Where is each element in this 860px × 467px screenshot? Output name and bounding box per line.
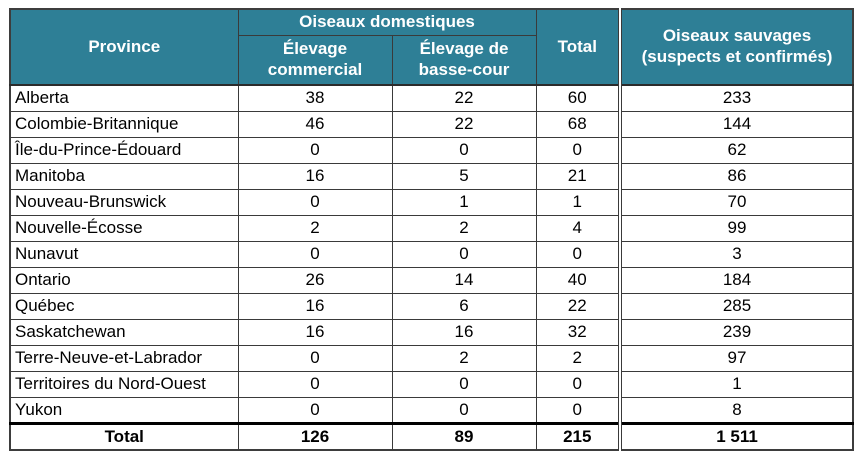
commercial-count: 16 [237,318,393,346]
table-row-terre-neuve-et-labrador: Terre-Neuve-et-Labrador 0 2 2 97 [9,344,854,372]
backyard-count: 2 [391,214,537,242]
backyard-count: 22 [391,84,537,112]
table-row-territoires-du-nord-ouest: Territoires du Nord-Ouest 0 0 0 1 [9,370,854,398]
table-header: Province Oiseaux domestiques Total Oisea… [9,8,854,86]
total-wild-count: 1 511 [618,421,854,451]
wild-count: 144 [618,110,854,138]
province-name: Saskatchewan [9,318,239,346]
backyard-count: 5 [391,162,537,190]
backyard-count: 0 [391,396,537,424]
backyard-count: 6 [391,292,537,320]
commercial-count: 0 [237,188,393,216]
wild-count: 62 [618,136,854,164]
total-count: 2 [535,344,621,372]
province-name: Terre-Neuve-et-Labrador [9,344,239,372]
avian-influenza-province-table: Province Oiseaux domestiques Total Oisea… [9,8,855,452]
total-count: 22 [535,292,621,320]
wild-count: 8 [618,396,854,424]
backyard-count: 22 [391,110,537,138]
backyard-count: 0 [391,136,537,164]
commercial-count: 0 [237,240,393,268]
table-body: Alberta 38 22 60 233 Colombie-Britanniqu… [9,84,854,424]
total-count: 4 [535,214,621,242]
province-name: Île-du-Prince-Édouard [9,136,239,164]
total-backyard-count: 89 [391,421,537,451]
commercial-count: 16 [237,292,393,320]
col-header-province: Province [9,8,239,86]
table-row-ontario: Ontario 26 14 40 184 [9,266,854,294]
total-count: 1 [535,188,621,216]
wild-count: 1 [618,370,854,398]
wild-count: 97 [618,344,854,372]
total-count: 0 [535,240,621,268]
backyard-count: 1 [391,188,537,216]
table-row-manitoba: Manitoba 16 5 21 86 [9,162,854,190]
province-name: Alberta [9,84,239,112]
col-header-wild-birds: Oiseaux sauvages (suspects et confirmés) [618,8,854,86]
total-total-count: 215 [535,421,621,451]
table-row-quebec: Québec 16 6 22 285 [9,292,854,320]
province-name: Nouveau-Brunswick [9,188,239,216]
col-header-commercial-flock: Élevage commercial [237,34,393,86]
total-count: 21 [535,162,621,190]
total-commercial-count: 126 [237,421,393,451]
table-row-nouvelle-ecosse: Nouvelle-Écosse 2 2 4 99 [9,214,854,242]
col-group-header-domestic-birds: Oiseaux domestiques [237,8,537,36]
commercial-count: 0 [237,136,393,164]
table-row-colombie-britannique: Colombie-Britannique 46 22 68 144 [9,110,854,138]
table-row-yukon: Yukon 0 0 0 8 [9,396,854,424]
total-row: Total 126 89 215 1 511 [9,421,854,451]
backyard-count: 14 [391,266,537,294]
commercial-count: 0 [237,370,393,398]
total-count: 32 [535,318,621,346]
total-count: 40 [535,266,621,294]
table-row-alberta: Alberta 38 22 60 233 [9,84,854,112]
commercial-count: 0 [237,344,393,372]
total-count: 60 [535,84,621,112]
commercial-count: 26 [237,266,393,294]
table-row-saskatchewan: Saskatchewan 16 16 32 239 [9,318,854,346]
col-header-backyard-flock: Élevage de basse-cour [391,34,537,86]
commercial-count: 16 [237,162,393,190]
total-count: 68 [535,110,621,138]
commercial-count: 46 [237,110,393,138]
commercial-count: 38 [237,84,393,112]
wild-count: 233 [618,84,854,112]
wild-count: 285 [618,292,854,320]
commercial-count: 2 [237,214,393,242]
backyard-count: 2 [391,344,537,372]
total-count: 0 [535,396,621,424]
table-row-nouveau-brunswick: Nouveau-Brunswick 0 1 1 70 [9,188,854,216]
province-name: Yukon [9,396,239,424]
province-name: Nouvelle-Écosse [9,214,239,242]
total-row-label: Total [9,421,239,451]
wild-count: 3 [618,240,854,268]
province-name: Manitoba [9,162,239,190]
province-name: Québec [9,292,239,320]
total-count: 0 [535,136,621,164]
province-name: Ontario [9,266,239,294]
province-name: Nunavut [9,240,239,268]
commercial-count: 0 [237,396,393,424]
wild-count: 70 [618,188,854,216]
table-row-nunavut: Nunavut 0 0 0 3 [9,240,854,268]
backyard-count: 0 [391,240,537,268]
province-name: Colombie-Britannique [9,110,239,138]
backyard-count: 0 [391,370,537,398]
total-count: 0 [535,370,621,398]
table-row-ile-du-prince-edouard: Île-du-Prince-Édouard 0 0 0 62 [9,136,854,164]
wild-count: 184 [618,266,854,294]
table-footer: Total 126 89 215 1 511 [9,421,854,451]
col-header-total: Total [535,8,621,86]
wild-count: 239 [618,318,854,346]
wild-count: 99 [618,214,854,242]
wild-count: 86 [618,162,854,190]
province-name: Territoires du Nord-Ouest [9,370,239,398]
backyard-count: 16 [391,318,537,346]
